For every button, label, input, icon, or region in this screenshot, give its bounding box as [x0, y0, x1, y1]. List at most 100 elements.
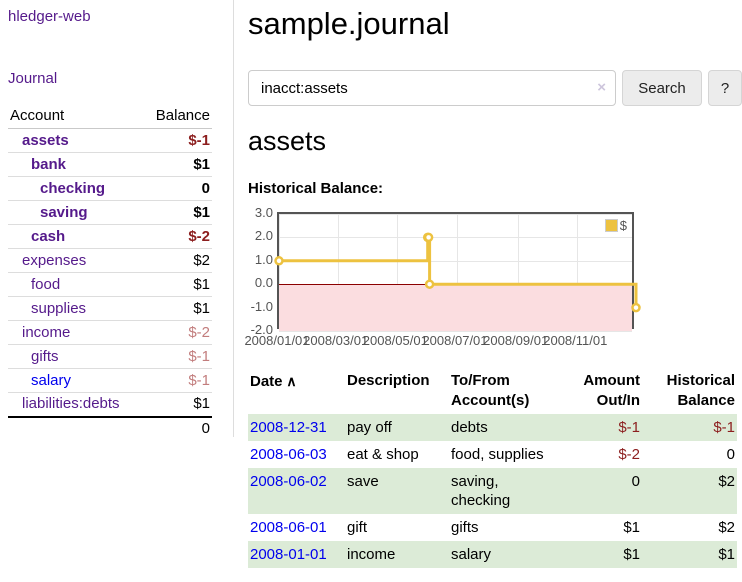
chart-line	[279, 235, 638, 308]
register-date-cell: 2008-01-01	[248, 541, 345, 568]
chart-label: Historical Balance:	[248, 180, 384, 197]
account-balance: $1	[142, 152, 212, 177]
accounts-header-balance: Balance	[142, 104, 212, 129]
register-description-cell: pay off	[347, 419, 392, 436]
chart-point-marker	[424, 279, 435, 289]
register-header-amount-out-in[interactable]: Amount Out/In	[583, 372, 640, 409]
account-name-cell: checking	[8, 176, 143, 201]
chart-gridline-vertical	[279, 214, 280, 327]
account-name-cell: supplies	[8, 296, 143, 321]
account-balance: $2	[142, 248, 212, 273]
account-balance: $-2	[142, 224, 212, 249]
account-link-income[interactable]: income	[22, 323, 71, 341]
transaction-date-link[interactable]: 2008-06-01	[250, 519, 327, 536]
register-date-cell: 2008-06-03	[248, 441, 345, 468]
account-name-cell: food	[8, 272, 143, 297]
account-name-cell: cash	[8, 224, 143, 249]
register-row: 2008-12-31 pay off debts $-1 $-1	[248, 414, 737, 441]
clear-search-icon[interactable]: ×	[597, 79, 606, 96]
account-row: income $-2	[8, 320, 212, 345]
account-name-cell: gifts	[8, 344, 143, 369]
historical-balance-chart: $ 3.0 2.0 1.0 0.0 -1.0 -2.0 2008/01/01 2008/03…	[240, 205, 674, 351]
register-balance-cell: $-1	[713, 419, 735, 436]
account-row: saving $1	[8, 200, 212, 225]
help-button[interactable]: ?	[708, 70, 742, 106]
main-content: sample.journal × Search ? assets Histori…	[244, 0, 742, 568]
chart-gridline-vertical	[577, 214, 579, 327]
account-balance: $-2	[142, 320, 212, 345]
chart-point-marker	[423, 232, 434, 243]
brand-link[interactable]: hledger-web	[8, 8, 91, 25]
account-name-cell: salary	[8, 368, 143, 393]
x-axis-tick-label: 2008/05/01	[362, 333, 428, 348]
y-axis-tick-label: 1.0	[254, 251, 273, 267]
y-axis-tick-label: 3.0	[254, 205, 273, 220]
transaction-date-link[interactable]: 2008-12-31	[250, 419, 327, 436]
transaction-date-link[interactable]: 2008-06-03	[250, 446, 327, 463]
register-header-description[interactable]: Description	[347, 372, 430, 389]
account-link-bank[interactable]: bank	[31, 155, 67, 173]
account-row: gifts $-1	[8, 344, 212, 369]
chart-series-svg	[274, 232, 641, 313]
account-link-expenses[interactable]: expenses	[22, 251, 87, 269]
account-link-cash[interactable]: cash	[31, 227, 66, 245]
account-link-saving[interactable]: saving	[40, 203, 88, 221]
register-accounts-cell: salary	[451, 546, 492, 563]
sidebar-divider	[233, 0, 234, 437]
register-header-date[interactable]: Date ∧	[250, 373, 297, 390]
transaction-date-link[interactable]: 2008-01-01	[250, 546, 327, 563]
account-name-cell: liabilities:debts	[8, 392, 143, 417]
account-link-assets[interactable]: assets	[22, 131, 69, 149]
account-row: cash $-2	[8, 224, 212, 249]
account-row: salary $-1	[8, 368, 212, 393]
transaction-date-link[interactable]: 2008-06-02	[250, 473, 327, 490]
account-link-salary[interactable]: salary	[31, 371, 72, 389]
account-name-cell: income	[8, 320, 143, 345]
account-link-checking[interactable]: checking	[40, 179, 106, 197]
register-date-cell: 2008-06-01	[248, 514, 345, 541]
search-input[interactable]	[248, 70, 616, 106]
accounts-header-account: Account	[8, 104, 143, 129]
account-row: food $1	[8, 272, 212, 297]
accounts-total-row: 0	[8, 415, 212, 441]
register-row: 2008-01-01 income salary $1 $1	[248, 541, 737, 568]
account-link-liabilities-debts[interactable]: liabilities:debts	[22, 395, 120, 413]
account-name-cell: expenses	[8, 248, 143, 273]
account-name-cell: bank	[8, 152, 143, 177]
register-header-to-from-account-s-[interactable]: To/From Account(s)	[451, 372, 530, 409]
y-axis-tick-label: -2.0	[250, 322, 273, 337]
account-link-food[interactable]: food	[31, 275, 61, 293]
search-button[interactable]: Search	[622, 70, 702, 106]
register-row: 2008-06-02 save saving, checking 0 $2	[248, 468, 737, 514]
chart-gridline-vertical	[517, 214, 519, 327]
account-balance: 0	[142, 176, 212, 201]
accounts-total-spacer	[8, 415, 143, 441]
register-description-cell: eat & shop	[347, 446, 419, 463]
page-title: sample.journal	[248, 6, 450, 41]
register-amount-cell: $-1	[618, 419, 640, 436]
account-row: liabilities:debts $1	[8, 392, 212, 417]
chart-gridline-horizontal	[279, 237, 632, 239]
account-row: supplies $1	[8, 296, 212, 321]
sidebar-item-journal[interactable]: Journal	[8, 70, 58, 87]
chart-gridline-vertical	[337, 214, 339, 327]
account-balance: $1	[142, 392, 212, 417]
chart-legend: $	[602, 217, 629, 234]
sidebar: hledger-web Journal Account Balance asse…	[8, 8, 212, 441]
account-link-gifts[interactable]: gifts	[31, 347, 59, 365]
register-header-row: Date ∧ Description To/From Account(s) Amoun…	[248, 368, 737, 414]
register-header-historical-balance[interactable]: Historical Balance	[666, 372, 735, 409]
account-balance: $1	[142, 296, 212, 321]
accounts-header-row: Account Balance	[8, 104, 212, 129]
account-balance: $-1	[142, 128, 212, 153]
register-balance-cell: $2	[718, 519, 735, 536]
register-row: 2008-06-01 gift gifts $1 $2	[248, 514, 737, 541]
account-balance: $1	[142, 272, 212, 297]
y-axis-tick-label: 2.0	[254, 228, 273, 244]
chart-point-marker	[274, 256, 284, 266]
account-link-supplies[interactable]: supplies	[31, 299, 87, 317]
chart-gridline-horizontal	[279, 214, 632, 215]
account-name-cell: assets	[8, 128, 143, 153]
register-date-cell: 2008-06-02	[248, 468, 345, 514]
accounts-balance-table: Account Balance assets $-1 bank $1 checking 0…	[8, 104, 212, 441]
